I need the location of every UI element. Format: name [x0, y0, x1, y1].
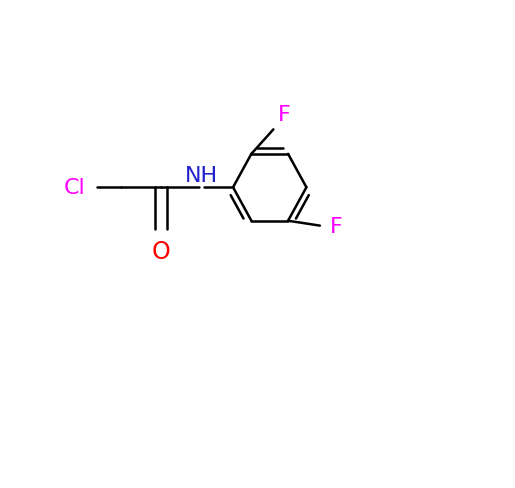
Text: F: F [330, 216, 342, 236]
Text: O: O [152, 239, 170, 263]
Text: NH: NH [185, 165, 218, 185]
Text: Cl: Cl [64, 178, 85, 198]
Text: F: F [278, 105, 291, 125]
